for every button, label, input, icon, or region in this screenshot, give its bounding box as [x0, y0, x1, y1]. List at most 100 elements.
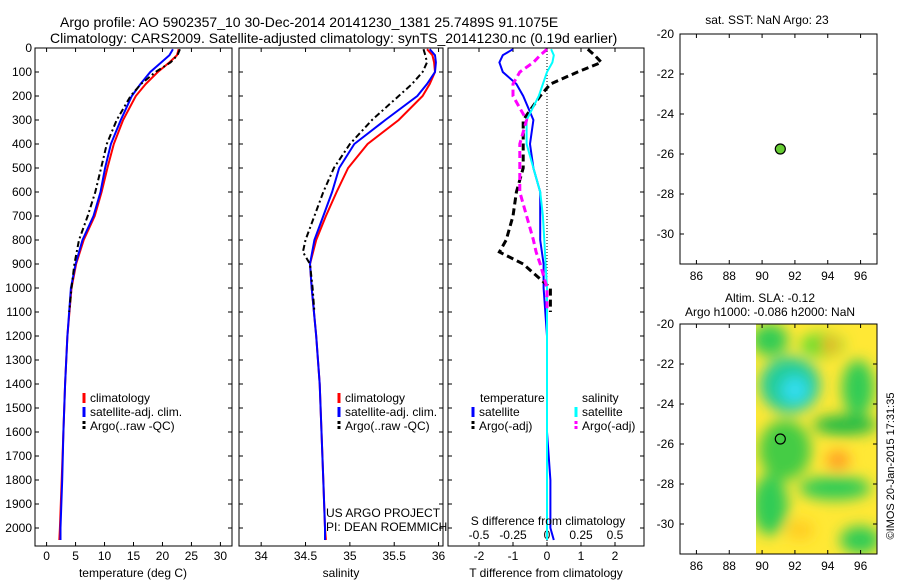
- salinity-satellite-diff-line: [525, 48, 555, 540]
- depth-tick-label: 1600: [5, 425, 32, 439]
- heatmap-blob: [822, 337, 838, 353]
- t-tick-label: 2: [612, 549, 619, 563]
- t-tick-label: -2: [474, 549, 485, 563]
- x-tick-label: 25: [185, 549, 199, 563]
- climatology-salinity-line: [308, 48, 437, 541]
- depth-tick-label: 100: [12, 65, 32, 79]
- lat-tick-label: -22: [657, 357, 675, 371]
- t-tick-label: 0: [544, 549, 551, 563]
- sla-map-panel: Altim. SLA: -0.12 Argo h1000: -0.086 h20…: [657, 291, 897, 573]
- project-note: US ARGO PROJECT: [326, 506, 441, 520]
- legend-label: satellite-adj. clim.: [345, 405, 437, 419]
- legend-label: satellite: [479, 405, 520, 419]
- argo-temperature-line: [68, 48, 181, 313]
- salinity-plot-frame: [238, 47, 444, 547]
- depth-tick-label: 1900: [5, 497, 32, 511]
- lat-tick-label: -20: [657, 27, 675, 41]
- heatmap-blob: [813, 415, 877, 435]
- salinity-argo-diff-line: [511, 48, 549, 312]
- x-tick-label: 5: [72, 549, 79, 563]
- legend-header-temperature: temperature: [480, 391, 545, 405]
- legend-label: climatology: [345, 391, 405, 405]
- legend-label: climatology: [90, 391, 150, 405]
- x-tick-label: 15: [127, 549, 141, 563]
- heatmap-blob: [786, 520, 814, 540]
- difference-profile-panel: -2 -1 0 1 2-0.5 -0.25 0 0.25 0.5 S difference fr…: [447, 47, 645, 580]
- sst-map-panel: sat. SST: NaN Argo: 23 86 88 90 92 94 96 -20 -2…: [657, 13, 878, 283]
- x-tick-label: 36: [432, 549, 446, 563]
- lat-tick-label: -24: [657, 397, 675, 411]
- temperature-x-label: temperature (deg C): [79, 566, 187, 580]
- legend-label: satellite: [582, 405, 623, 419]
- legend-label: Argo(-adj): [582, 419, 635, 433]
- depth-tick-label: 2000: [5, 521, 32, 535]
- s-tick-label: -0.25: [499, 528, 527, 542]
- depth-tick-label: 500: [12, 161, 32, 175]
- heatmap-blob: [756, 475, 788, 535]
- depth-tick-label: 1300: [5, 353, 32, 367]
- lat-tick-label: -30: [657, 227, 675, 241]
- lon-tick-label: 90: [755, 269, 769, 283]
- heatmap-blob: [842, 360, 874, 416]
- s-tick-label: 0.5: [607, 528, 624, 542]
- salinity-profile-panel: 34 34.5 35 35.5 36 salinity climatologysatel…: [238, 47, 447, 580]
- lon-tick-label: 86: [690, 559, 704, 573]
- lon-tick-label: 96: [854, 269, 868, 283]
- x-tick-label: 35: [343, 549, 357, 563]
- depth-tick-label: 1000: [5, 281, 32, 295]
- heatmap-blob: [756, 324, 788, 356]
- lon-tick-label: 94: [821, 559, 835, 573]
- lon-tick-label: 96: [854, 559, 868, 573]
- lon-tick-label: 88: [723, 269, 737, 283]
- depth-tick-label: 700: [12, 209, 32, 223]
- argo-float-marker: [774, 143, 786, 155]
- heatmap-blob: [826, 451, 850, 469]
- copyright-stamp: ©IMOS 20-Jan-2015 17:31:35: [885, 393, 897, 540]
- depth-tick-label: 1800: [5, 473, 32, 487]
- lat-tick-label: -20: [657, 317, 675, 331]
- lon-tick-label: 92: [788, 269, 802, 283]
- legend-label: satellite-adj. clim.: [90, 405, 182, 419]
- lon-tick-label: 86: [690, 269, 704, 283]
- legend-header-salinity: salinity: [582, 391, 619, 405]
- x-tick-label: 30: [214, 549, 228, 563]
- depth-tick-label: 1100: [6, 305, 32, 319]
- temperature-plot-frame: [34, 47, 233, 547]
- lat-tick-label: -24: [657, 107, 675, 121]
- t-difference-label: T difference from climatology: [469, 566, 623, 580]
- t-tick-label: 1: [578, 549, 585, 563]
- depth-tick-label: 900: [12, 257, 32, 271]
- depth-tick-label: 1400: [5, 377, 32, 391]
- lon-tick-label: 92: [788, 559, 802, 573]
- depth-tick-label: 200: [12, 89, 32, 103]
- lat-tick-label: -26: [657, 147, 675, 161]
- depth-tick-label: 1500: [5, 401, 32, 415]
- legend-label: Argo(..raw -QC): [345, 419, 430, 433]
- depth-tick-label: 1700: [5, 449, 32, 463]
- s-tick-label: -0.5: [469, 528, 490, 542]
- lon-tick-label: 90: [755, 559, 769, 573]
- sla-heatmap: [756, 324, 877, 554]
- legend-label: Argo(-adj): [479, 419, 532, 433]
- lon-tick-label: 94: [821, 269, 835, 283]
- heatmap-blob: [799, 476, 871, 500]
- lat-tick-label: -28: [657, 477, 675, 491]
- sst-map-title: sat. SST: NaN Argo: 23: [705, 13, 829, 27]
- figure-title-line1: Argo profile: AO 5902357_10 30-Dec-2014 …: [60, 14, 559, 30]
- s-difference-label: S difference from climatology: [471, 514, 626, 528]
- s-tick-label: 0.25: [569, 528, 593, 542]
- lon-tick-label: 88: [723, 559, 737, 573]
- lat-tick-label: -22: [657, 67, 675, 81]
- satellite-temperature-line: [59, 48, 174, 540]
- depth-tick-label: 400: [12, 137, 32, 151]
- satellite-salinity-line: [308, 48, 437, 540]
- sla-map-frame: [679, 323, 878, 555]
- argo-float-marker: [774, 433, 786, 445]
- x-tick-label: 35.5: [383, 549, 407, 563]
- figure-title-line2: Climatology: CARS2009. Satellite-adjuste…: [50, 30, 618, 46]
- depth-tick-label: 1200: [5, 329, 32, 343]
- pi-note: PI: DEAN ROEMMICH: [326, 520, 447, 534]
- lat-tick-label: -28: [657, 187, 675, 201]
- lat-tick-label: -30: [657, 517, 675, 531]
